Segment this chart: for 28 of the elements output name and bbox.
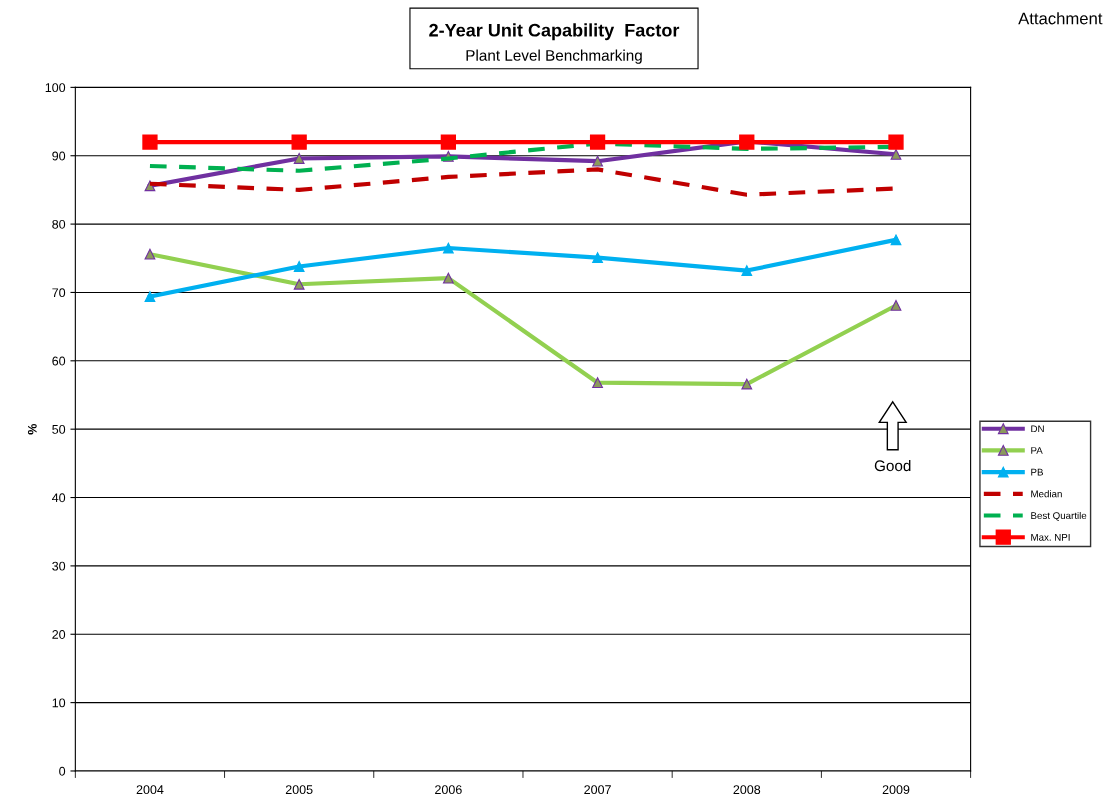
- legend-label: Max. NPI: [1031, 533, 1070, 541]
- y-tick-label: 30: [52, 561, 66, 571]
- legend-label: PB: [1031, 468, 1043, 476]
- chart-subtitle: Plant Level Benchmarking: [466, 49, 642, 64]
- x-tick-label: 2008: [733, 785, 761, 795]
- legend-label: Median: [1031, 490, 1062, 498]
- x-tick-label: 2006: [435, 785, 462, 795]
- y-tick-label: 100: [45, 83, 66, 93]
- y-tick-label: 80: [52, 219, 66, 229]
- y-tick-label: 20: [52, 630, 66, 639]
- legend-label: PA: [1031, 447, 1043, 454]
- y-axis-title: %: [27, 423, 37, 435]
- y-tick-label: 0: [59, 766, 66, 776]
- chart-title: 2-Year Unit Capability Factor: [429, 23, 680, 41]
- y-tick-label: 10: [52, 698, 66, 708]
- y-tick-label: 60: [52, 356, 66, 366]
- x-tick-label: 2007: [584, 785, 611, 795]
- x-tick-label: 2009: [882, 785, 910, 795]
- legend-label: DN: [1031, 425, 1044, 433]
- text: Attachment: [1018, 12, 1103, 25]
- annotation: Good: [874, 459, 911, 472]
- y-tick-label: 50: [52, 424, 66, 434]
- y-tick-label: 90: [52, 151, 66, 161]
- x-tick-label: 2004: [136, 785, 164, 795]
- y-tick-label: 40: [52, 493, 66, 503]
- x-tick-label: 2005: [285, 785, 313, 795]
- legend-label: Best Quartile: [1031, 511, 1087, 521]
- y-tick-label: 70: [52, 288, 66, 298]
